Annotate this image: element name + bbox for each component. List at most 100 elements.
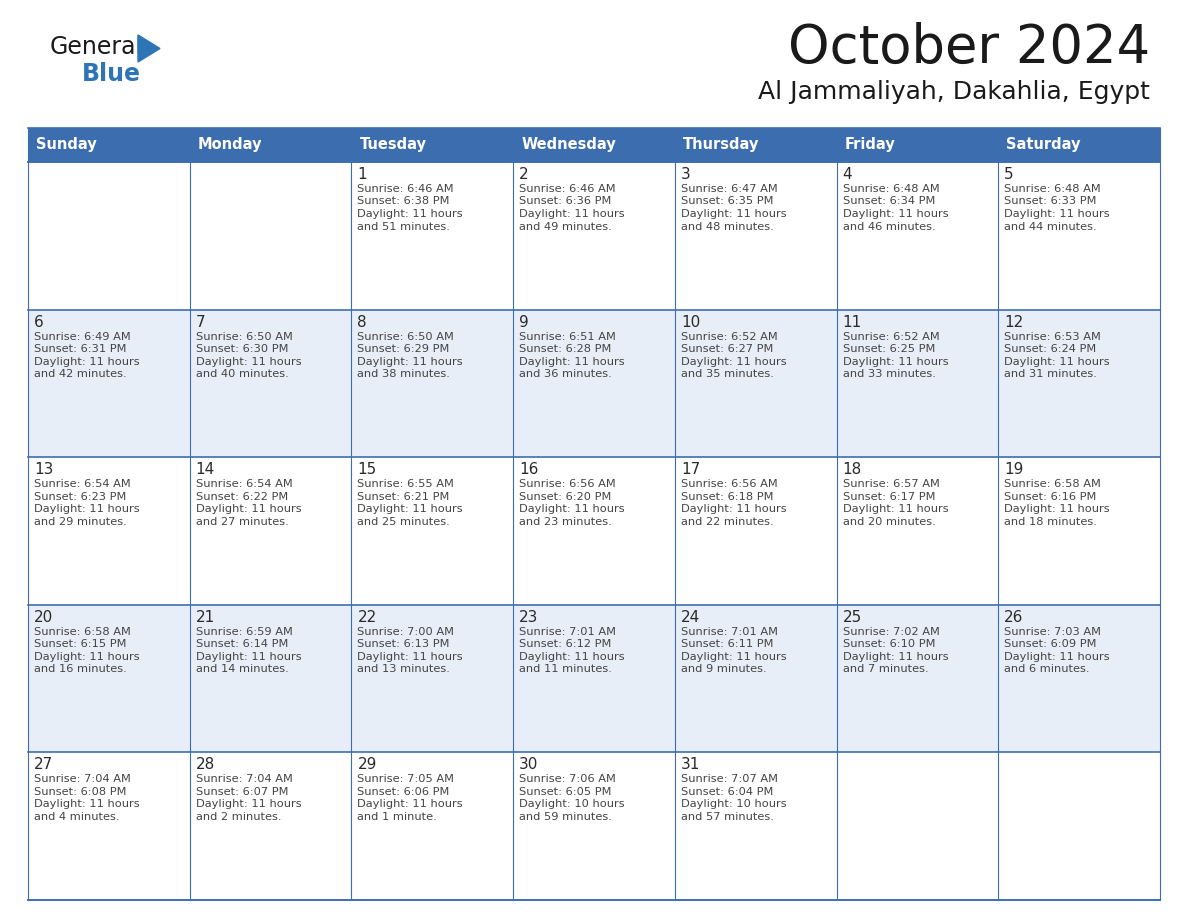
Text: and 46 minutes.: and 46 minutes.	[842, 221, 935, 231]
Text: Sunrise: 6:57 AM: Sunrise: 6:57 AM	[842, 479, 940, 489]
Text: and 25 minutes.: and 25 minutes.	[358, 517, 450, 527]
Text: Sunrise: 7:04 AM: Sunrise: 7:04 AM	[34, 775, 131, 784]
Text: Daylight: 11 hours: Daylight: 11 hours	[1004, 209, 1110, 219]
Text: Daylight: 11 hours: Daylight: 11 hours	[358, 209, 463, 219]
Text: Daylight: 11 hours: Daylight: 11 hours	[519, 504, 625, 514]
Text: Sunset: 6:06 PM: Sunset: 6:06 PM	[358, 787, 450, 797]
Text: 25: 25	[842, 610, 861, 625]
Text: Sunrise: 7:00 AM: Sunrise: 7:00 AM	[358, 627, 455, 637]
Text: Daylight: 11 hours: Daylight: 11 hours	[34, 356, 140, 366]
Text: Daylight: 11 hours: Daylight: 11 hours	[842, 652, 948, 662]
Text: Sunset: 6:23 PM: Sunset: 6:23 PM	[34, 492, 126, 502]
Text: 14: 14	[196, 462, 215, 477]
Text: and 38 minutes.: and 38 minutes.	[358, 369, 450, 379]
Text: Sunset: 6:35 PM: Sunset: 6:35 PM	[681, 196, 773, 207]
Text: 30: 30	[519, 757, 538, 772]
Text: Daylight: 11 hours: Daylight: 11 hours	[842, 209, 948, 219]
Bar	[836, 128, 998, 162]
Text: Sunrise: 6:54 AM: Sunrise: 6:54 AM	[34, 479, 131, 489]
Text: Thursday: Thursday	[683, 138, 759, 152]
Text: Daylight: 11 hours: Daylight: 11 hours	[358, 800, 463, 810]
Text: Sunrise: 6:46 AM: Sunrise: 6:46 AM	[519, 184, 615, 194]
Text: Sunrise: 6:58 AM: Sunrise: 6:58 AM	[34, 627, 131, 637]
Text: and 16 minutes.: and 16 minutes.	[34, 665, 127, 675]
Text: Sunrise: 6:55 AM: Sunrise: 6:55 AM	[358, 479, 454, 489]
Text: Sunset: 6:11 PM: Sunset: 6:11 PM	[681, 639, 773, 649]
Text: Daylight: 11 hours: Daylight: 11 hours	[681, 356, 786, 366]
Text: Sunset: 6:30 PM: Sunset: 6:30 PM	[196, 344, 289, 354]
Text: Sunset: 6:12 PM: Sunset: 6:12 PM	[519, 639, 612, 649]
Text: 4: 4	[842, 167, 852, 182]
Text: and 42 minutes.: and 42 minutes.	[34, 369, 127, 379]
Text: Sunset: 6:24 PM: Sunset: 6:24 PM	[1004, 344, 1097, 354]
Text: and 48 minutes.: and 48 minutes.	[681, 221, 773, 231]
Text: Sunrise: 6:46 AM: Sunrise: 6:46 AM	[358, 184, 454, 194]
Text: Daylight: 11 hours: Daylight: 11 hours	[196, 356, 302, 366]
Text: Daylight: 11 hours: Daylight: 11 hours	[842, 504, 948, 514]
Bar	[29, 162, 1159, 309]
Text: Daylight: 11 hours: Daylight: 11 hours	[681, 504, 786, 514]
Text: 20: 20	[34, 610, 53, 625]
Text: 8: 8	[358, 315, 367, 330]
Text: Al Jammaliyah, Dakahlia, Egypt: Al Jammaliyah, Dakahlia, Egypt	[758, 80, 1150, 104]
Text: Daylight: 11 hours: Daylight: 11 hours	[196, 504, 302, 514]
Text: 26: 26	[1004, 610, 1024, 625]
Text: Daylight: 11 hours: Daylight: 11 hours	[34, 800, 140, 810]
Text: Sunrise: 7:04 AM: Sunrise: 7:04 AM	[196, 775, 292, 784]
Text: 29: 29	[358, 757, 377, 772]
Text: Blue: Blue	[82, 62, 141, 86]
Text: Monday: Monday	[197, 138, 263, 152]
Text: and 51 minutes.: and 51 minutes.	[358, 221, 450, 231]
Bar	[29, 457, 1159, 605]
Text: 1: 1	[358, 167, 367, 182]
Text: Sunset: 6:10 PM: Sunset: 6:10 PM	[842, 639, 935, 649]
Text: and 57 minutes.: and 57 minutes.	[681, 812, 773, 822]
Text: and 33 minutes.: and 33 minutes.	[842, 369, 935, 379]
Text: Sunrise: 6:48 AM: Sunrise: 6:48 AM	[1004, 184, 1101, 194]
Text: and 7 minutes.: and 7 minutes.	[842, 665, 928, 675]
Bar	[513, 128, 675, 162]
Text: Sunrise: 6:54 AM: Sunrise: 6:54 AM	[196, 479, 292, 489]
Text: 5: 5	[1004, 167, 1013, 182]
Text: Sunset: 6:31 PM: Sunset: 6:31 PM	[34, 344, 126, 354]
Text: Daylight: 11 hours: Daylight: 11 hours	[842, 356, 948, 366]
Text: Sunrise: 6:53 AM: Sunrise: 6:53 AM	[1004, 331, 1101, 341]
Text: and 9 minutes.: and 9 minutes.	[681, 665, 766, 675]
Bar	[29, 309, 1159, 457]
Text: Tuesday: Tuesday	[360, 138, 426, 152]
Text: 19: 19	[1004, 462, 1024, 477]
Bar	[675, 128, 836, 162]
Text: Sunset: 6:25 PM: Sunset: 6:25 PM	[842, 344, 935, 354]
Text: 21: 21	[196, 610, 215, 625]
Text: Daylight: 11 hours: Daylight: 11 hours	[1004, 356, 1110, 366]
Text: 28: 28	[196, 757, 215, 772]
Text: and 35 minutes.: and 35 minutes.	[681, 369, 773, 379]
Text: Sunset: 6:38 PM: Sunset: 6:38 PM	[358, 196, 450, 207]
Text: Daylight: 11 hours: Daylight: 11 hours	[34, 652, 140, 662]
Text: and 1 minute.: and 1 minute.	[358, 812, 437, 822]
Text: 11: 11	[842, 315, 861, 330]
Text: Sunset: 6:16 PM: Sunset: 6:16 PM	[1004, 492, 1097, 502]
Text: Sunrise: 6:49 AM: Sunrise: 6:49 AM	[34, 331, 131, 341]
Text: Saturday: Saturday	[1006, 138, 1081, 152]
Text: and 18 minutes.: and 18 minutes.	[1004, 517, 1098, 527]
Bar	[190, 128, 352, 162]
Text: Sunrise: 6:52 AM: Sunrise: 6:52 AM	[842, 331, 940, 341]
Text: Sunset: 6:36 PM: Sunset: 6:36 PM	[519, 196, 612, 207]
Bar	[29, 128, 190, 162]
Text: Daylight: 11 hours: Daylight: 11 hours	[519, 209, 625, 219]
Text: 9: 9	[519, 315, 529, 330]
Text: Sunrise: 7:06 AM: Sunrise: 7:06 AM	[519, 775, 617, 784]
Text: 18: 18	[842, 462, 861, 477]
Text: Sunset: 6:34 PM: Sunset: 6:34 PM	[842, 196, 935, 207]
Text: and 4 minutes.: and 4 minutes.	[34, 812, 120, 822]
Text: Sunday: Sunday	[36, 138, 96, 152]
Text: and 11 minutes.: and 11 minutes.	[519, 665, 612, 675]
Text: 7: 7	[196, 315, 206, 330]
Text: Sunrise: 7:01 AM: Sunrise: 7:01 AM	[681, 627, 778, 637]
Text: Wednesday: Wednesday	[522, 138, 615, 152]
Text: 2: 2	[519, 167, 529, 182]
Text: Sunset: 6:28 PM: Sunset: 6:28 PM	[519, 344, 612, 354]
Bar	[29, 605, 1159, 753]
Text: Sunset: 6:15 PM: Sunset: 6:15 PM	[34, 639, 126, 649]
